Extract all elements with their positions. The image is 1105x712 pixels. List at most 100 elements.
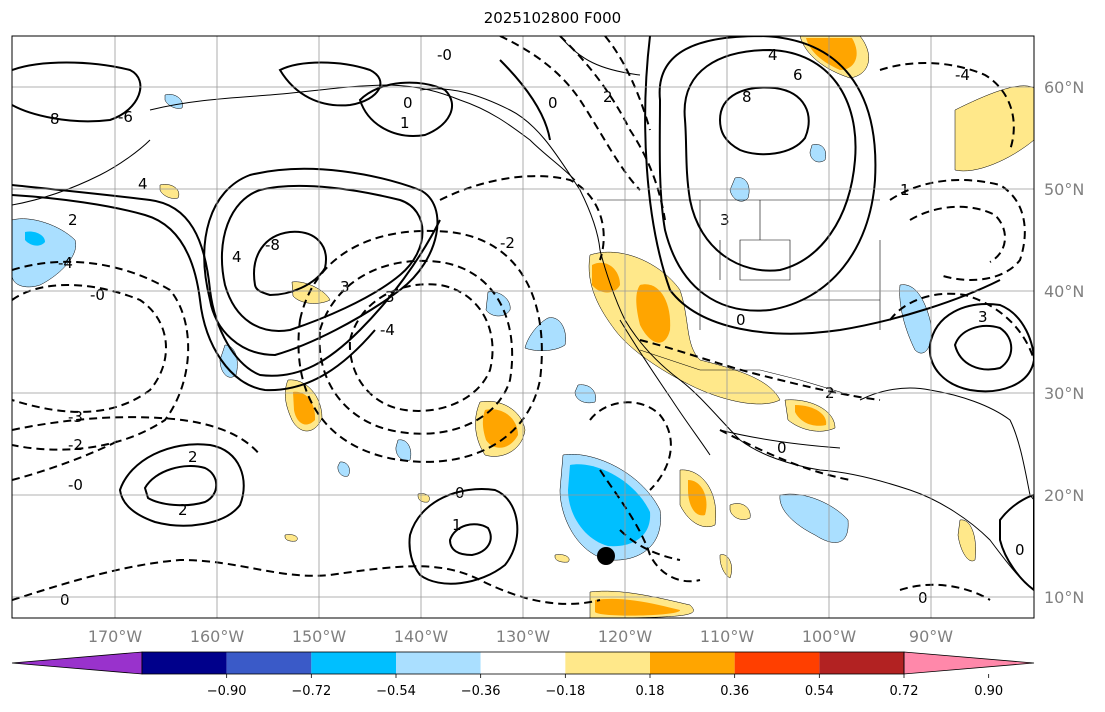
contour-label: 2 <box>68 211 78 229</box>
gulf-of-mexico-coast <box>859 387 1034 501</box>
contour-dashed <box>318 259 514 435</box>
shade-positive-core <box>482 409 518 448</box>
us-mexico-border <box>639 349 851 396</box>
contour-solid <box>448 523 492 557</box>
colorbar: −0.90 −0.72 −0.54 −0.36 −0.18 0.18 0.36 0.54 0.7… <box>11 651 1035 699</box>
colorbar-tick-label: 0.54 <box>805 684 834 699</box>
shade-positive-region <box>159 184 180 199</box>
lon-tick-label: 160°W <box>190 627 245 646</box>
contour-label: 8 <box>50 110 60 128</box>
graticule <box>12 36 1034 618</box>
contour-solid <box>203 167 439 357</box>
shade-positive-region <box>954 85 1034 172</box>
colorbar-segment <box>734 652 820 674</box>
contour-dashed <box>889 292 1034 361</box>
contour-label: 2 <box>178 501 188 519</box>
contour-label: 3 <box>978 308 988 326</box>
contour-label: -8 <box>265 236 280 254</box>
shade-positive-region <box>291 281 331 304</box>
colorbar-tick-label: −0.36 <box>461 684 501 699</box>
contour-solid <box>12 184 441 377</box>
contour-dashed <box>879 62 1015 151</box>
anomaly-shading <box>12 36 1034 618</box>
lat-tick-label: 50°N <box>1044 180 1084 199</box>
contour-dashed <box>297 229 543 463</box>
contour-label: 2 <box>603 88 613 106</box>
contour-dashed <box>559 36 666 221</box>
contour-solid <box>278 61 382 107</box>
contour-solid <box>118 443 245 527</box>
contour-solid <box>718 86 810 156</box>
contour-solid <box>253 230 327 297</box>
aleutian-islands <box>12 139 151 206</box>
shade-positive-core <box>592 262 620 293</box>
state-lines <box>699 200 881 330</box>
contour-dashed <box>12 284 167 413</box>
colorbar-extend-max <box>903 651 1035 675</box>
colorbar-segment <box>480 652 566 674</box>
shade-negative-region <box>809 144 826 163</box>
shade-positive-region <box>284 534 298 542</box>
shade-negative-region <box>899 284 932 354</box>
colorbar-tick-label: 0.18 <box>636 684 665 699</box>
contour-dashed <box>899 583 991 601</box>
contour-label: -0 <box>90 286 105 304</box>
colorbar-tick-label: −0.72 <box>291 684 331 699</box>
lon-tick-label: 100°W <box>802 627 857 646</box>
colorbar-tick-label: 0.72 <box>890 684 919 699</box>
colorbar-tick-label: 0.90 <box>974 684 1003 699</box>
contour-solid <box>999 493 1034 592</box>
contour-label: 4 <box>768 46 778 64</box>
contour-label: 3 <box>720 211 730 229</box>
colorbar-segment <box>819 652 904 674</box>
baja-california <box>619 319 711 456</box>
mexico-interior <box>719 429 841 449</box>
contour-label: 0 <box>548 94 558 112</box>
contour-label: 4 <box>138 175 148 193</box>
shade-positive-core <box>636 284 671 343</box>
colorbar-outline <box>141 651 905 675</box>
contour-label: -3 <box>68 408 83 426</box>
colorbar-tick-label: 0.36 <box>720 684 749 699</box>
contour-dashed <box>348 283 494 412</box>
contour-label: 0 <box>455 484 465 502</box>
contour-solid <box>953 325 1013 371</box>
shade-positive-core <box>595 598 681 616</box>
contour-solid <box>358 81 454 137</box>
contour-label: 2 <box>188 448 198 466</box>
contour-lines-dashed <box>12 36 1034 605</box>
contour-label: 0 <box>1015 541 1025 559</box>
contour-dashed <box>604 36 651 131</box>
contour-dashed <box>589 401 672 491</box>
contour-dashed <box>12 439 121 481</box>
contour-label: 6 <box>793 66 803 84</box>
lat-tick-label: 10°N <box>1044 588 1084 607</box>
contour-solid <box>143 465 218 507</box>
contour-label: -2 <box>68 436 83 454</box>
contour-dashed <box>909 205 1006 263</box>
contour-dashed <box>499 36 641 191</box>
contour-label: -4 <box>955 66 970 84</box>
contour-solid <box>658 36 877 312</box>
contour-dashed <box>12 416 261 456</box>
colorbar-segment <box>565 652 650 674</box>
contour-label: 8 <box>742 88 752 106</box>
colorbar-segment <box>396 652 481 674</box>
contour-dashed <box>439 175 605 261</box>
colorbar-segment <box>650 652 735 674</box>
shade-negative-core <box>25 231 45 246</box>
contour-label: -4 <box>58 254 73 272</box>
lon-tick-label: 110°W <box>700 627 755 646</box>
contour-dashed <box>12 260 190 451</box>
shade-negative-region <box>337 461 350 477</box>
contour-label: -2 <box>500 234 515 252</box>
contour-label: 0 <box>918 589 928 607</box>
contour-label: 1 <box>900 181 910 199</box>
shade-positive-region <box>729 503 751 520</box>
lat-tick-label: 40°N <box>1044 282 1084 301</box>
alaska-coast <box>149 84 576 181</box>
lon-tick-label: 150°W <box>292 627 347 646</box>
contour-label: 1 <box>452 516 462 534</box>
contour-dashed <box>12 558 601 605</box>
shade-negative-region <box>574 384 596 404</box>
